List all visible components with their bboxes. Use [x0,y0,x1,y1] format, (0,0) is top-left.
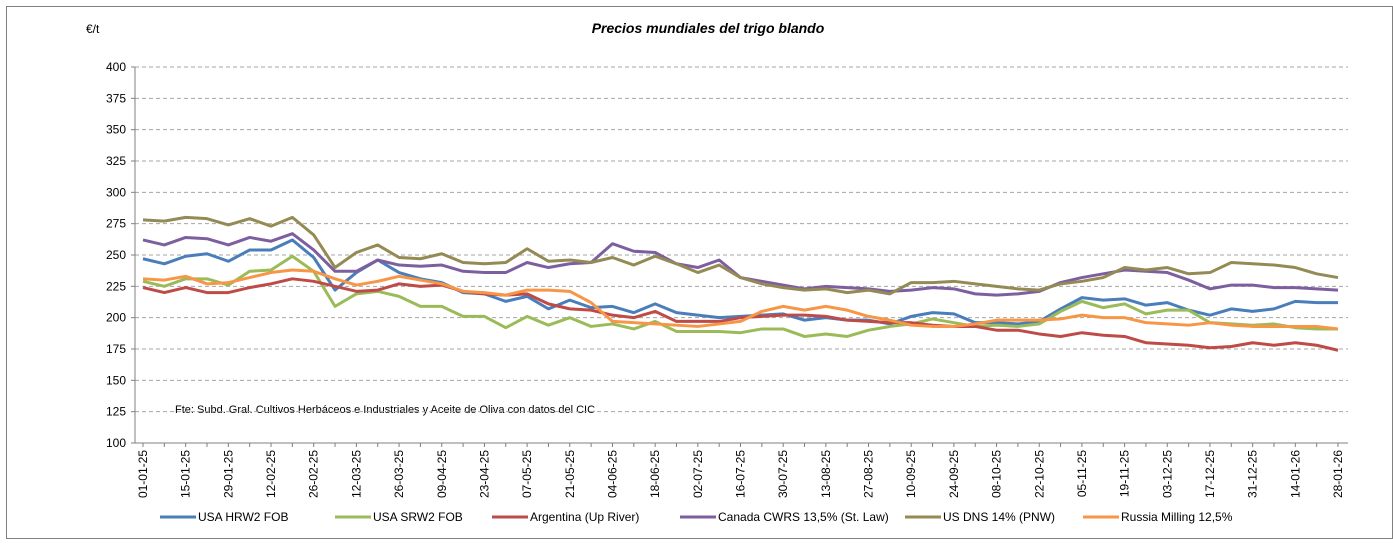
y-tick-label: 100 [106,436,126,450]
legend-label: Russia Milling 12,5% [1121,510,1233,524]
x-tick-label: 27-08-25 [862,450,876,498]
y-tick-label: 325 [106,154,126,168]
x-tick-label: 16-07-25 [734,450,748,498]
y-tick-label: 125 [106,405,126,419]
x-tick-label: 13-08-25 [819,450,833,498]
y-tick-label: 275 [106,217,126,231]
legend-label: Argentina (Up River) [530,510,639,524]
x-tick-label: 19-11-25 [1118,450,1132,497]
x-tick-label: 02-07-25 [691,450,705,498]
x-tick-label: 07-05-25 [520,450,534,498]
legend-label: USA HRW2 FOB [198,510,288,524]
x-tick-label: 17-12-25 [1203,450,1217,498]
x-tick-label: 28-01-26 [1331,450,1345,498]
x-tick-label: 10-09-25 [904,450,918,498]
x-tick-label: 24-09-25 [947,450,961,498]
x-tick-label: 26-03-25 [392,450,406,498]
x-tick-label: 23-04-25 [477,450,491,498]
x-tick-label: 12-02-25 [264,450,278,498]
y-tick-label: 400 [106,60,126,74]
x-tick-label: 08-10-25 [990,450,1004,498]
y-axis-label: €/t [86,22,100,36]
x-tick-label: 12-03-25 [349,450,363,498]
x-tick-label: 05-11-25 [1075,450,1089,497]
x-tick-label: 21-05-25 [563,450,577,498]
series-line [142,254,1338,338]
x-tick-label: 01-01-25 [136,450,150,498]
y-tick-label: 250 [106,248,126,262]
y-tick-label: 375 [106,91,126,105]
legend-label: Canada CWRS 13,5% (St. Law) [718,510,889,524]
x-tick-label: 14-01-26 [1288,450,1302,498]
chart-title: Precios mundiales del trigo blando [592,20,825,36]
x-tick-label: 03-12-25 [1160,450,1174,498]
x-tick-label: 30-07-25 [776,450,790,498]
y-tick-label: 350 [106,123,126,137]
y-tick-label: 200 [106,311,126,325]
source-note: Fte: Subd. Gral. Cultivos Herbáceos e In… [175,404,595,416]
x-tick-label: 22-10-25 [1032,450,1046,498]
x-tick-label: 09-04-25 [435,450,449,498]
y-tick-label: 150 [106,373,126,387]
y-tick-label: 300 [106,185,126,199]
x-tick-label: 31-12-25 [1246,450,1260,498]
legend-label: US DNS 14% (PNW) [943,510,1055,524]
y-tick-label: 225 [106,279,126,293]
series-line [142,215,1339,296]
series-line [142,277,1339,352]
x-tick-label: 04-06-25 [605,450,619,498]
x-tick-label: 15-01-25 [179,450,193,498]
x-tick-label: 29-01-25 [221,450,235,498]
y-tick-label: 175 [106,342,126,356]
x-tick-label: 26-02-25 [307,450,321,498]
x-tick-label: 18-06-25 [648,450,662,498]
series-line [142,268,1339,331]
legend-label: USA SRW2 FOB [373,510,463,524]
